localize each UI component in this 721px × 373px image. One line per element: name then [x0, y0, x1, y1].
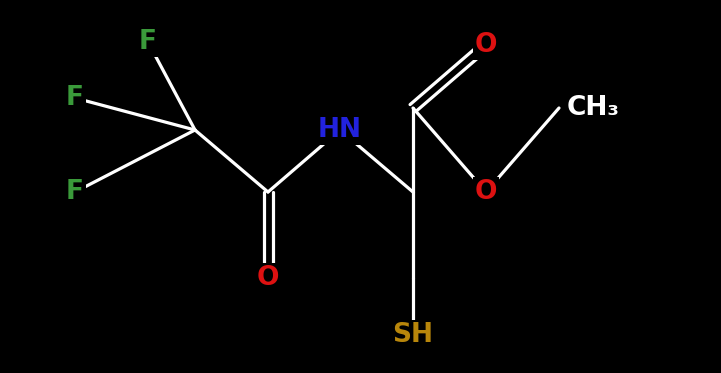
Text: CH₃: CH₃	[567, 95, 620, 121]
Text: SH: SH	[392, 322, 433, 348]
Text: F: F	[66, 85, 84, 111]
Text: O: O	[474, 32, 497, 58]
Text: O: O	[474, 179, 497, 205]
Text: O: O	[257, 265, 279, 291]
Text: HN: HN	[318, 117, 362, 143]
Text: F: F	[66, 179, 84, 205]
Text: F: F	[139, 29, 157, 55]
